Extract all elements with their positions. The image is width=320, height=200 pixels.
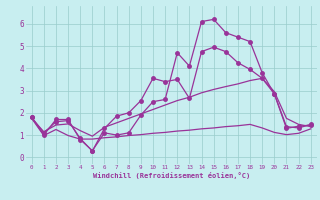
X-axis label: Windchill (Refroidissement éolien,°C): Windchill (Refroidissement éolien,°C)	[92, 172, 250, 179]
